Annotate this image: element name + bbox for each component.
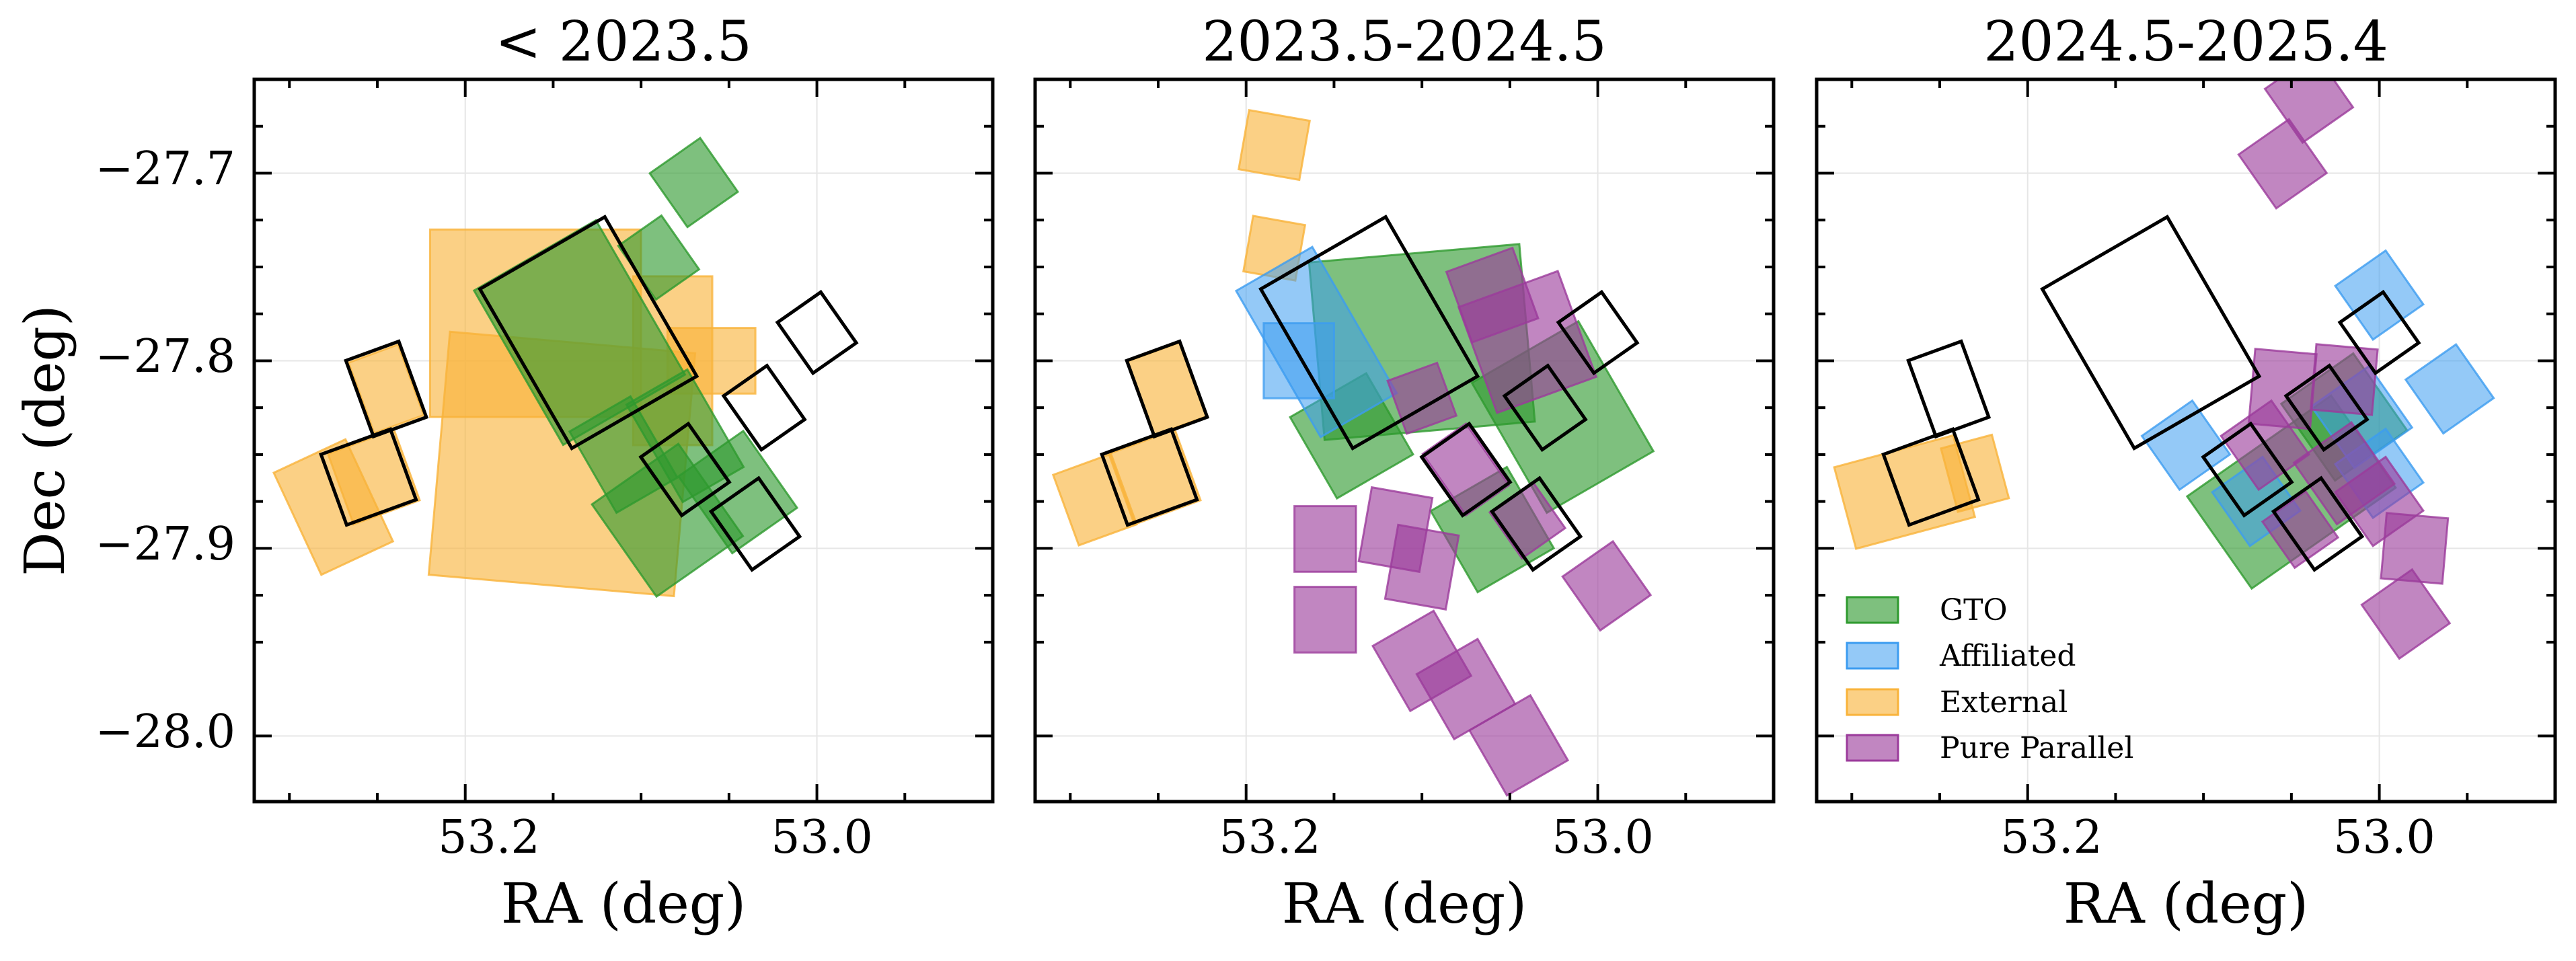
footprint-external bbox=[1833, 434, 1977, 550]
reference-outline bbox=[2271, 475, 2365, 572]
y-tick-label: −27.9 bbox=[96, 518, 235, 571]
y-tick-label: −28.0 bbox=[96, 705, 235, 759]
reference-outline bbox=[344, 339, 429, 439]
footprint-pure bbox=[1293, 586, 1357, 654]
reference-outline bbox=[1419, 421, 1513, 518]
reference-outline bbox=[721, 363, 807, 453]
reference-outline bbox=[2040, 215, 2262, 451]
x-axis-label-1: RA (deg) bbox=[501, 872, 747, 936]
x-axis-label-2: RA (deg) bbox=[1282, 872, 1527, 936]
footprint-external bbox=[1237, 108, 1312, 182]
panel-title-2: 2023.5-2024.5 bbox=[1202, 10, 1607, 74]
y-tick-label: −27.8 bbox=[96, 330, 235, 383]
footprint-external bbox=[1051, 452, 1138, 547]
reference-outline bbox=[1906, 339, 1992, 439]
reference-outline bbox=[1502, 363, 1588, 453]
footprint-external bbox=[272, 438, 395, 576]
reference-outline bbox=[708, 475, 802, 572]
legend-label-external: External bbox=[1940, 685, 2068, 720]
x-tick-label: 53.2 bbox=[1219, 811, 1320, 864]
footprint-external bbox=[326, 428, 421, 526]
panel-title-1: < 2023.5 bbox=[495, 10, 752, 74]
footprint-pure bbox=[1445, 246, 1540, 344]
reference-outline bbox=[2201, 421, 2294, 518]
legend: GTO Affiliated External Pure Parallel bbox=[1846, 593, 2133, 765]
footprint-pure bbox=[1561, 539, 1653, 632]
footprint-affiliated bbox=[1262, 322, 1335, 399]
x-tick-label: 53.2 bbox=[438, 811, 539, 864]
legend-swatch-external bbox=[1846, 688, 1899, 716]
panel-2024-5-to-2025-4 bbox=[1815, 77, 2557, 804]
legend-swatch-pure-parallel bbox=[1846, 734, 1899, 762]
reference-outline bbox=[1125, 339, 1210, 439]
reference-outline bbox=[1258, 215, 1480, 451]
footprint-pure bbox=[2237, 118, 2328, 210]
reference-outline bbox=[1881, 426, 1981, 527]
reference-outline bbox=[1556, 289, 1640, 376]
footprint-pure bbox=[2380, 512, 2450, 585]
x-tick-label: 53.0 bbox=[2333, 811, 2435, 864]
footprint-external bbox=[347, 343, 425, 435]
legend-swatch-gto bbox=[1846, 596, 1899, 624]
legend-label-affiliated: Affiliated bbox=[1939, 639, 2076, 673]
legend-label-gto: GTO bbox=[1940, 593, 2008, 627]
footprint-pure bbox=[1384, 523, 1460, 611]
reference-outline bbox=[319, 426, 418, 527]
reference-outline bbox=[2337, 289, 2421, 376]
footprint-gto bbox=[625, 368, 745, 504]
footprint-external bbox=[1939, 433, 2010, 513]
panel-title-3: 2024.5-2025.4 bbox=[1983, 10, 2388, 74]
reference-outline bbox=[1100, 426, 1199, 527]
x-tick-label: 53.0 bbox=[771, 811, 872, 864]
footprint-pure bbox=[1468, 693, 1570, 797]
reference-outline bbox=[1489, 475, 1583, 572]
footprint-pure bbox=[1386, 361, 1458, 435]
footprint-pure bbox=[1421, 422, 1511, 517]
legend-label-pure-parallel: Pure Parallel bbox=[1940, 731, 2133, 765]
footprint-pure bbox=[1293, 505, 1357, 573]
y-axis-label: Dec (deg) bbox=[13, 305, 77, 576]
footprint-pure bbox=[2261, 490, 2340, 570]
y-tick-label: −27.7 bbox=[96, 143, 235, 196]
panel-before-2023-5 bbox=[252, 77, 995, 804]
reference-outline bbox=[478, 215, 699, 451]
x-tick-label: 53.0 bbox=[1552, 811, 1653, 864]
reference-outline bbox=[638, 421, 732, 518]
footprint-affiliated bbox=[2404, 343, 2495, 435]
panel-2023-5-to-2024-5 bbox=[1033, 77, 1776, 804]
footprint-gto bbox=[648, 137, 740, 229]
footprint-pure bbox=[2360, 568, 2452, 660]
x-tick-label: 53.2 bbox=[2000, 811, 2102, 864]
footprint-pure bbox=[2309, 343, 2379, 416]
reference-outline bbox=[775, 289, 859, 376]
x-axis-label-3: RA (deg) bbox=[2063, 872, 2309, 936]
legend-swatch-affiliated bbox=[1846, 642, 1899, 670]
footprint-affiliated bbox=[2140, 399, 2232, 492]
reference-outline bbox=[2283, 363, 2370, 453]
